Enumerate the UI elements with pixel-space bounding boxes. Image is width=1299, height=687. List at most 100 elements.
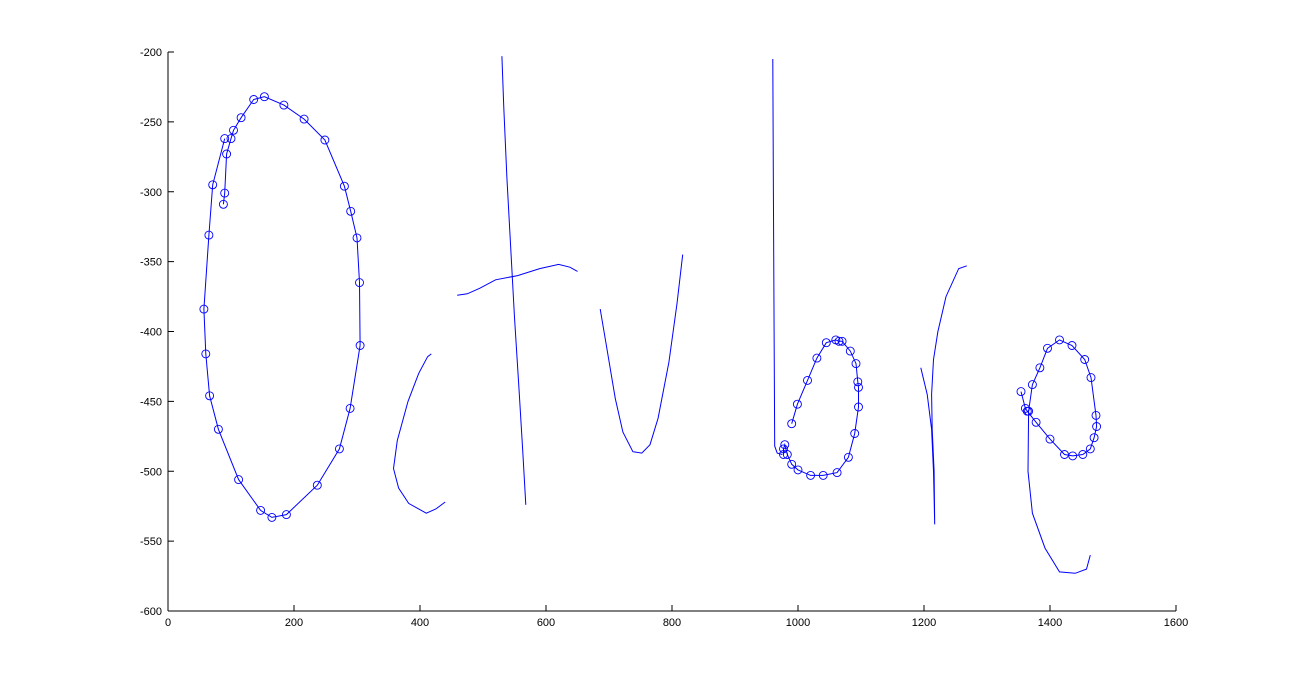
data-point-marker <box>259 92 269 102</box>
data-point-marker <box>320 135 330 145</box>
y-tick-label: -200 <box>140 47 162 59</box>
series-line <box>501 56 527 505</box>
y-tick-label: -250 <box>140 117 162 129</box>
data-point-marker <box>1027 380 1037 390</box>
data-point-marker <box>1031 417 1041 427</box>
data-point-marker <box>220 134 230 144</box>
data-point-marker <box>1020 403 1030 413</box>
data-point-marker <box>352 233 362 243</box>
data-point-marker <box>831 335 841 345</box>
data-point-marker <box>1043 343 1052 353</box>
x-tick-label: 1400 <box>1038 617 1062 629</box>
data-point-marker <box>222 149 232 159</box>
x-tick-label: 400 <box>411 617 429 629</box>
series-line <box>599 254 684 454</box>
data-point-marker <box>821 338 831 348</box>
series-line <box>1020 339 1098 457</box>
data-point-marker <box>249 95 259 104</box>
series-stroke-1 <box>199 92 365 522</box>
y-tick-label: -500 <box>140 466 162 478</box>
series-stroke-6 <box>772 58 783 455</box>
series-stroke-4 <box>457 263 578 296</box>
data-point-marker <box>267 512 277 522</box>
x-tick-label: 800 <box>663 617 681 629</box>
data-point-marker <box>236 113 246 123</box>
data-point-marker <box>281 510 291 520</box>
data-point-marker <box>1092 422 1102 431</box>
y-tick-label: -550 <box>140 536 162 548</box>
data-point-marker <box>346 206 356 216</box>
series-stroke-5 <box>599 254 684 454</box>
y-tick-label: -400 <box>140 327 162 339</box>
x-tick-label: 1000 <box>786 617 810 629</box>
series-line <box>772 58 783 455</box>
data-point-marker <box>256 505 266 515</box>
series-stroke-7 <box>779 335 863 480</box>
data-point-marker <box>334 444 344 454</box>
data-point-marker <box>339 181 349 191</box>
data-point-marker <box>234 475 244 485</box>
x-tick-label: 600 <box>537 617 555 629</box>
data-point-marker <box>299 114 309 124</box>
data-point-marker <box>818 470 828 480</box>
data-point-marker <box>1080 355 1090 364</box>
data-point-marker <box>806 470 816 480</box>
data-point-marker <box>837 336 847 346</box>
y-tick-label: -450 <box>140 396 162 408</box>
series-stroke-3 <box>501 56 527 505</box>
series-stroke-2 <box>392 353 446 514</box>
data-point-marker <box>218 199 228 209</box>
data-point-marker <box>792 399 802 409</box>
axes <box>167 52 1176 612</box>
data-point-marker <box>355 278 364 288</box>
series-line <box>783 339 859 476</box>
data-point-marker <box>803 375 812 385</box>
data-point-marker <box>1067 341 1077 350</box>
series-line <box>457 263 578 296</box>
data-point-marker <box>787 419 797 429</box>
data-point-marker <box>279 100 289 110</box>
data-point-marker <box>312 480 322 490</box>
series-line <box>1027 411 1091 574</box>
data-point-marker <box>204 230 214 240</box>
x-tick-label: 200 <box>285 617 303 629</box>
x-tick-label: 0 <box>165 617 171 629</box>
data-point-marker <box>1016 387 1026 397</box>
y-tick-label: -350 <box>140 257 162 269</box>
data-point-marker <box>832 468 842 478</box>
series-line <box>203 96 361 518</box>
data-point-marker <box>1086 373 1096 383</box>
data-point-marker <box>854 402 863 412</box>
data-point-marker <box>1091 410 1101 420</box>
data-point-marker <box>1089 433 1099 443</box>
series-stroke-10 <box>1027 411 1091 574</box>
data-point-marker <box>220 188 230 198</box>
data-point-marker <box>787 459 797 469</box>
data-point-marker <box>779 450 788 459</box>
series-line <box>392 353 446 514</box>
series-stroke-8 <box>920 265 967 525</box>
data-point-marker <box>345 403 355 413</box>
data-point-marker <box>843 452 853 462</box>
y-tick-label: -300 <box>140 187 162 199</box>
data-point-marker <box>1068 451 1078 461</box>
data-point-marker <box>793 465 803 475</box>
data-point-marker <box>213 424 223 434</box>
data-point-marker <box>199 304 209 314</box>
data-point-marker <box>853 377 863 387</box>
data-point-marker <box>1035 363 1045 373</box>
x-tick-label: 1600 <box>1164 617 1188 629</box>
data-point-marker <box>782 450 792 459</box>
data-point-marker <box>854 382 863 392</box>
data-point-marker <box>208 180 218 190</box>
data-point-marker <box>226 134 236 144</box>
tick-layer: 0 200 400 600 800 1000 1200 1400 1600 -200 -250 -30… <box>140 47 1188 629</box>
x-tick-label: 1200 <box>912 617 936 629</box>
data-point-marker <box>780 440 790 450</box>
data-point-marker <box>1085 444 1095 454</box>
data-point-marker <box>850 429 860 438</box>
series-line <box>920 265 967 525</box>
data-point-marker <box>1078 450 1088 459</box>
data-point-marker <box>845 346 855 356</box>
